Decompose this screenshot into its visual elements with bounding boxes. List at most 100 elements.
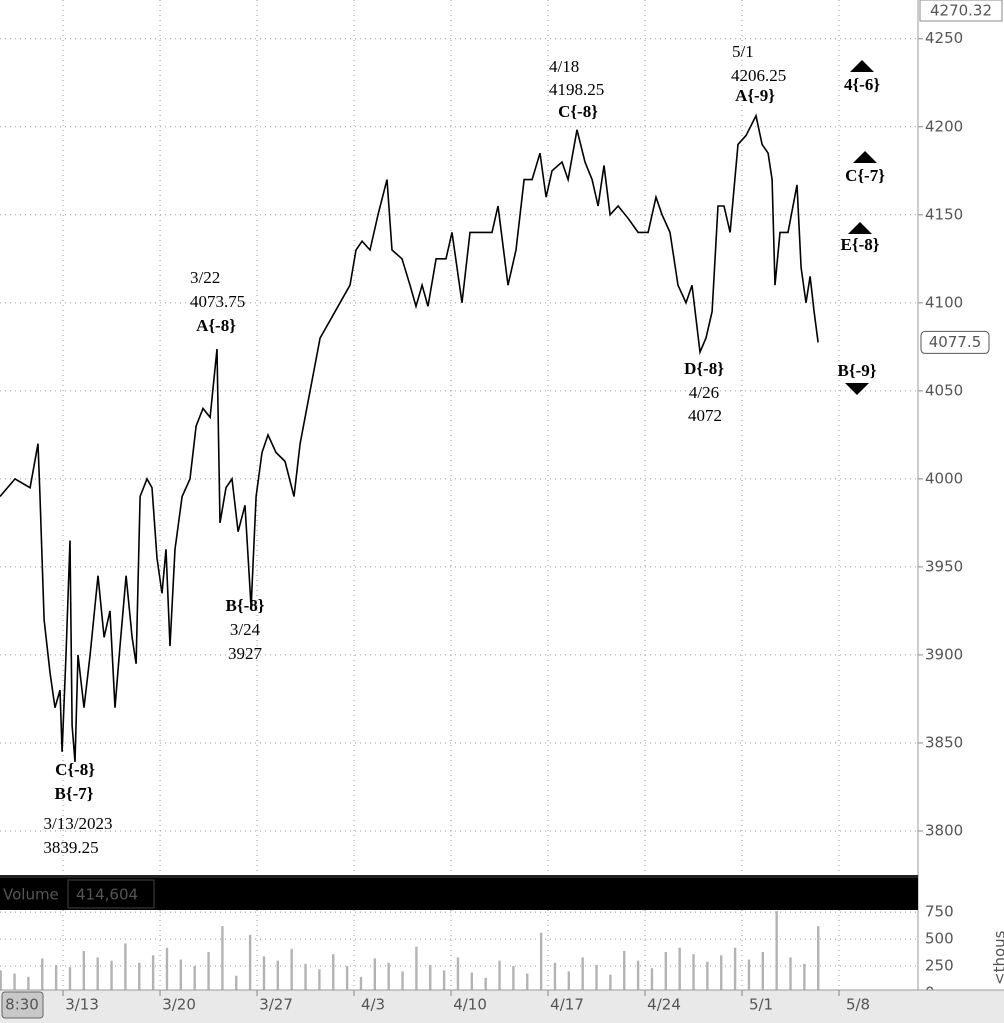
volume-bar — [54, 964, 58, 993]
cursor-time-box — [1, 991, 44, 1019]
volume-bar — [498, 960, 501, 993]
annotation: 4206.25 — [731, 66, 786, 85]
volume-bar — [359, 976, 363, 993]
volume-bar — [803, 963, 806, 993]
wave-marker — [848, 222, 872, 234]
y-tick-label: 3850 — [925, 733, 963, 751]
volume-bar — [0, 970, 2, 993]
y-tick-label: 3900 — [925, 645, 963, 663]
annotation: C{-8} — [558, 102, 598, 121]
volume-header — [0, 878, 918, 910]
volume-bar — [761, 952, 765, 993]
wave-label: 4{-6} — [844, 75, 880, 94]
y-tick-label: 750 — [925, 903, 954, 921]
wave-marker — [845, 383, 869, 395]
x-tick-label: 4/10 — [453, 996, 487, 1014]
volume-bar — [733, 947, 737, 993]
volume-bar — [318, 969, 321, 993]
annotation: 3/24 — [230, 620, 261, 639]
volume-bar — [13, 973, 16, 993]
annotation: 4/26 — [689, 383, 719, 402]
volume-bar — [332, 954, 335, 993]
y-tick-label: 4250 — [925, 29, 963, 47]
wave-label: C{-7} — [845, 166, 885, 185]
volume-bar — [68, 967, 72, 993]
annotation: 4073.75 — [190, 292, 245, 311]
volume-bar — [692, 954, 695, 993]
volume-bar — [41, 958, 44, 993]
volume-bar — [609, 974, 612, 993]
volume-bar — [415, 946, 418, 993]
annotation: B{-7} — [55, 784, 94, 803]
annotation: 3839.25 — [43, 838, 98, 857]
wave-label: B{-9} — [838, 361, 877, 380]
wave-label: E{-8} — [841, 235, 880, 254]
x-tick-label: 3/27 — [259, 996, 293, 1014]
volume-bar — [581, 957, 584, 993]
y-tick-label: 4000 — [925, 469, 963, 487]
volume-bar — [789, 957, 792, 993]
price-line — [0, 113, 819, 762]
volume-unit: <thous — [991, 930, 1004, 985]
volume-bar — [235, 975, 238, 993]
top-price-label: 4270.32 — [930, 2, 992, 20]
volume-bar — [512, 966, 515, 993]
volume-bar — [387, 962, 390, 993]
volume-bar — [373, 958, 377, 993]
volume-bar — [650, 968, 654, 993]
volume-bar — [470, 972, 474, 993]
last-price-flag — [920, 330, 990, 354]
x-tick-label: 5/1 — [749, 996, 773, 1014]
volume-bar — [636, 960, 640, 993]
y-tick-label: 4200 — [925, 117, 963, 135]
last-price-label: 4077.5 — [929, 333, 982, 351]
volume-bar — [567, 971, 571, 993]
y-tick-label: 4050 — [925, 381, 963, 399]
volume-bar — [720, 955, 723, 993]
volume-bar — [193, 966, 196, 993]
volume-bar — [207, 952, 210, 993]
y-tick-label: 4150 — [925, 205, 963, 223]
annotation: A{-9} — [735, 86, 775, 105]
volume-bar — [290, 948, 293, 993]
annotation: 5/1 — [732, 42, 754, 61]
volume-bar — [96, 957, 99, 993]
volume-bar — [595, 964, 598, 993]
volume-bar — [553, 962, 557, 993]
volume-bar — [456, 957, 460, 993]
cursor-time: 8:30 — [5, 996, 39, 1014]
wave-marker — [853, 151, 877, 163]
volume-bar — [304, 963, 307, 993]
annotation: C{-8} — [55, 760, 95, 779]
y-tick-label: 500 — [925, 930, 954, 948]
annotation: 3/22 — [190, 268, 220, 287]
volume-bar — [179, 959, 183, 993]
y-tick-label: 4100 — [925, 293, 963, 311]
volume-bar — [401, 971, 404, 993]
panel-divider — [0, 875, 918, 878]
volume-value: 414,604 — [76, 886, 138, 904]
volume-bar — [623, 950, 626, 993]
annotation: A{-8} — [196, 316, 236, 335]
volume-bar — [706, 961, 709, 993]
volume-bar — [124, 943, 127, 993]
volume-bar — [151, 955, 155, 993]
volume-bar — [817, 926, 820, 993]
volume-bar — [82, 950, 86, 993]
volume-bar — [110, 960, 113, 993]
volume-bar — [221, 926, 224, 993]
volume-bar — [262, 956, 266, 993]
y-tick-label: 250 — [925, 957, 954, 975]
volume-bar — [27, 976, 30, 993]
volume-bar — [276, 960, 280, 993]
x-tick-label: 3/13 — [65, 996, 99, 1014]
volume-bar — [345, 966, 349, 993]
volume-bar — [429, 964, 432, 993]
x-tick-label: 5/8 — [846, 996, 870, 1014]
volume-bar — [165, 947, 169, 993]
volume-bar — [526, 973, 529, 993]
volume-bar — [539, 932, 543, 993]
volume-title: Volume — [3, 886, 59, 904]
